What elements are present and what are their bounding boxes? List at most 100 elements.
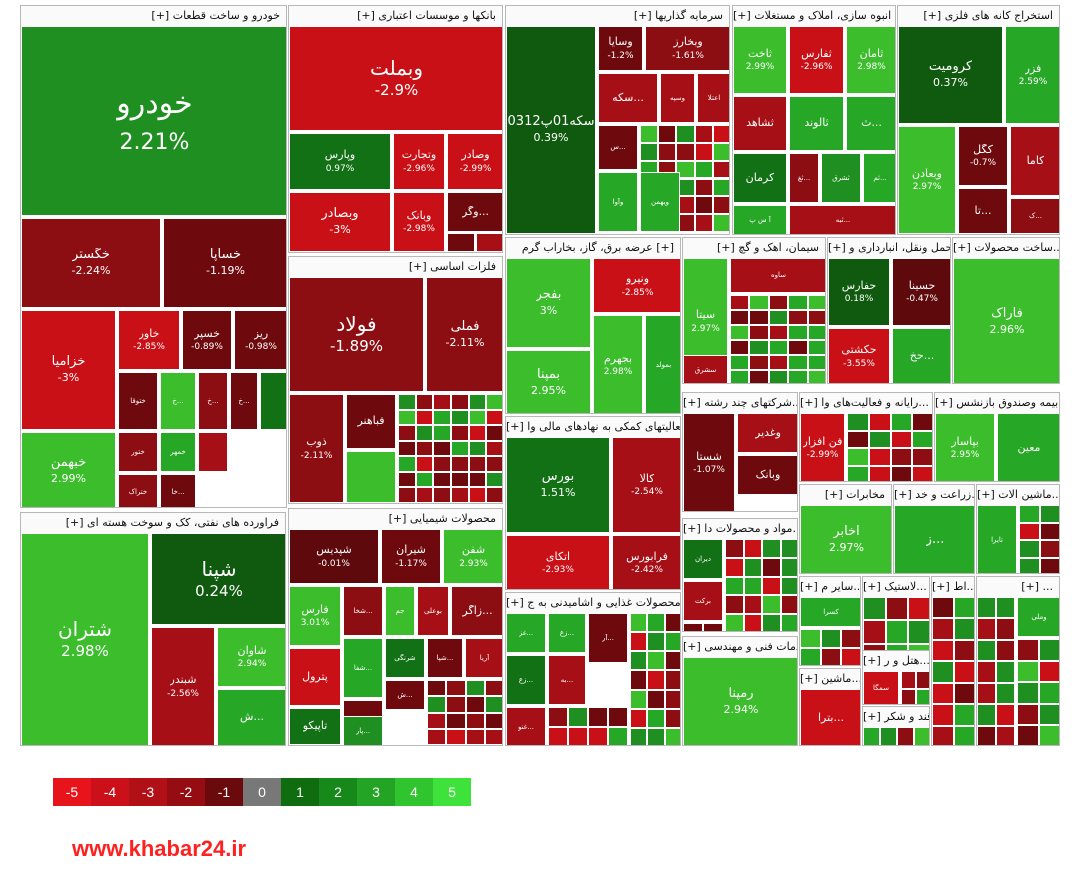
small-stock-tile[interactable] xyxy=(780,557,797,577)
small-stock-tile[interactable] xyxy=(640,125,659,143)
small-stock-tile[interactable] xyxy=(398,487,416,503)
stock-tile[interactable]: شپدیس -0.01% xyxy=(289,529,379,584)
stock-tile[interactable]: بمپنا 2.95% xyxy=(506,350,591,413)
small-stock-tile[interactable] xyxy=(932,618,954,640)
small-stock-tile[interactable] xyxy=(762,539,781,558)
small-stock-tile[interactable] xyxy=(608,727,628,745)
sector-title[interactable]: [+] بیمه وصندوق بازنشس... xyxy=(935,393,1059,413)
small-stock-tile[interactable] xyxy=(916,688,929,704)
stock-tile[interactable]: ثاخت 2.99% xyxy=(733,26,787,94)
small-stock-tile[interactable] xyxy=(486,471,502,488)
small-stock-tile[interactable] xyxy=(996,704,1015,726)
small-stock-tile[interactable] xyxy=(749,295,769,310)
stock-tile[interactable]: خبهمن 2.99% xyxy=(21,432,116,507)
small-stock-tile[interactable] xyxy=(486,456,502,472)
stock-tile[interactable]: فرابورس -2.42% xyxy=(612,535,680,589)
stock-tile[interactable]: بجهرم 2.98% xyxy=(593,315,643,413)
small-stock-tile[interactable] xyxy=(847,413,869,431)
sector-food[interactable]: [+] محصولات غذایی و اشامیدنی به ج... غز..… xyxy=(505,592,681,746)
small-stock-tile[interactable] xyxy=(788,325,808,340)
small-stock-tile[interactable] xyxy=(780,595,797,615)
small-stock-tile[interactable] xyxy=(451,409,469,426)
small-stock-tile[interactable] xyxy=(780,539,797,558)
small-stock-tile[interactable] xyxy=(725,576,744,596)
sector-title[interactable]: [+] رایانه و فعالیت‌های وا... xyxy=(800,393,932,413)
small-stock-tile[interactable] xyxy=(664,651,680,671)
small-stock-tile[interactable] xyxy=(658,125,677,143)
small-stock-tile[interactable] xyxy=(730,325,750,340)
small-stock-tile[interactable] xyxy=(433,440,451,457)
small-stock-tile[interactable] xyxy=(730,310,750,325)
small-stock-tile[interactable] xyxy=(912,465,932,481)
small-stock-tile[interactable] xyxy=(868,448,891,466)
small-stock-tile[interactable] xyxy=(664,632,680,652)
stock-tile[interactable]: خگستر -2.24% xyxy=(21,218,161,308)
small-stock-tile[interactable] xyxy=(863,620,886,644)
small-stock-tile[interactable] xyxy=(427,728,447,745)
stock-tile[interactable]: حفارس 0.18% xyxy=(828,258,890,326)
small-stock-tile[interactable] xyxy=(932,682,954,705)
small-stock-tile[interactable] xyxy=(977,618,996,640)
sector-title[interactable]: [+] انبوه سازی، املاک و مستغلات xyxy=(733,6,895,26)
stock-tile[interactable]: آر... xyxy=(588,613,628,663)
small-stock-tile[interactable] xyxy=(912,448,932,466)
stock-tile[interactable]: ویهمن xyxy=(640,172,680,232)
small-stock-tile[interactable] xyxy=(749,370,769,383)
stock-tile[interactable]: ختوقا xyxy=(118,372,158,430)
stock-tile[interactable]: شاوان 2.94% xyxy=(217,627,285,687)
small-stock-tile[interactable] xyxy=(1040,540,1059,558)
small-stock-tile[interactable] xyxy=(954,682,974,705)
small-stock-tile[interactable] xyxy=(977,682,996,705)
small-stock-tile[interactable] xyxy=(433,456,451,472)
small-stock-tile[interactable] xyxy=(468,471,487,488)
stock-tile[interactable]: ونیرو -2.85% xyxy=(593,258,680,313)
small-stock-tile[interactable] xyxy=(446,712,466,729)
stock-tile[interactable]: اتکای -2.93% xyxy=(506,535,610,589)
sector-title[interactable]: [+] سیمان، اهک و گچ xyxy=(683,238,825,258)
small-stock-tile[interactable] xyxy=(446,680,466,697)
small-stock-tile[interactable] xyxy=(484,696,502,713)
small-stock-tile[interactable] xyxy=(730,340,750,355)
small-stock-tile[interactable] xyxy=(640,142,659,161)
small-stock-tile[interactable] xyxy=(743,557,762,577)
small-stock-tile[interactable] xyxy=(1019,557,1040,573)
small-stock-tile[interactable] xyxy=(486,487,502,503)
stock-tile[interactable]: بترا... xyxy=(800,689,860,745)
small-stock-tile[interactable] xyxy=(647,689,665,709)
sector-title[interactable]: [+] زراعت و خد... xyxy=(894,485,974,505)
stock-tile[interactable]: سشرق xyxy=(683,355,728,383)
small-stock-tile[interactable] xyxy=(932,597,954,619)
small-stock-tile[interactable] xyxy=(548,707,568,727)
sector-insurance[interactable]: [+] بیمه وصندوق بازنشس... بپاسار 2.95% معین xyxy=(934,392,1060,482)
small-stock-tile[interactable] xyxy=(694,196,713,215)
sector-machinery[interactable]: [+] ماشین الات... تایرا xyxy=(976,484,1060,574)
sector-title[interactable]: [+] سایر م... xyxy=(800,577,860,597)
stock-tile[interactable]: وتجارت -2.96% xyxy=(393,133,445,190)
small-stock-tile[interactable] xyxy=(484,728,502,745)
stock-tile[interactable]: فملی -2.11% xyxy=(426,277,502,392)
small-stock-tile[interactable] xyxy=(996,597,1015,619)
small-stock-tile[interactable] xyxy=(1019,505,1040,523)
small-stock-tile[interactable] xyxy=(703,623,723,631)
stock-tile[interactable]: حخ... xyxy=(892,328,950,383)
stock-tile[interactable]: وغدیر xyxy=(737,413,797,453)
sector-mining[interactable]: [+] استخراج کانه های فلزی کرومیت 0.37% فزر 2… xyxy=(897,5,1060,235)
stock-tile[interactable]: زاگر... xyxy=(451,586,502,636)
small-stock-tile[interactable] xyxy=(433,425,451,441)
small-stock-tile[interactable] xyxy=(1040,505,1059,523)
small-stock-tile[interactable] xyxy=(901,671,916,689)
small-stock-tile[interactable] xyxy=(954,725,974,745)
small-stock-tile[interactable] xyxy=(768,370,789,383)
small-stock-tile[interactable] xyxy=(912,413,932,431)
sector-title[interactable]: [+] هتل و ر... xyxy=(863,651,929,671)
small-stock-tile[interactable] xyxy=(807,355,825,370)
stock-tile[interactable]: فن افزار -2.99% xyxy=(800,413,845,481)
small-stock-tile[interactable] xyxy=(683,623,703,631)
sector-pharma[interactable]: [+] مواد و محصولات دا... دیران برکت xyxy=(682,518,798,632)
stock-tile[interactable]: وبخارز -1.61% xyxy=(645,26,729,71)
stock-tile[interactable]: به... xyxy=(548,655,586,705)
small-stock-tile[interactable] xyxy=(451,394,469,410)
stock-tile[interactable]: خاور -2.85% xyxy=(118,310,180,370)
sector-title[interactable]: [+] اط... xyxy=(932,577,974,597)
stock-tile[interactable]: بفجر 3% xyxy=(506,258,591,348)
